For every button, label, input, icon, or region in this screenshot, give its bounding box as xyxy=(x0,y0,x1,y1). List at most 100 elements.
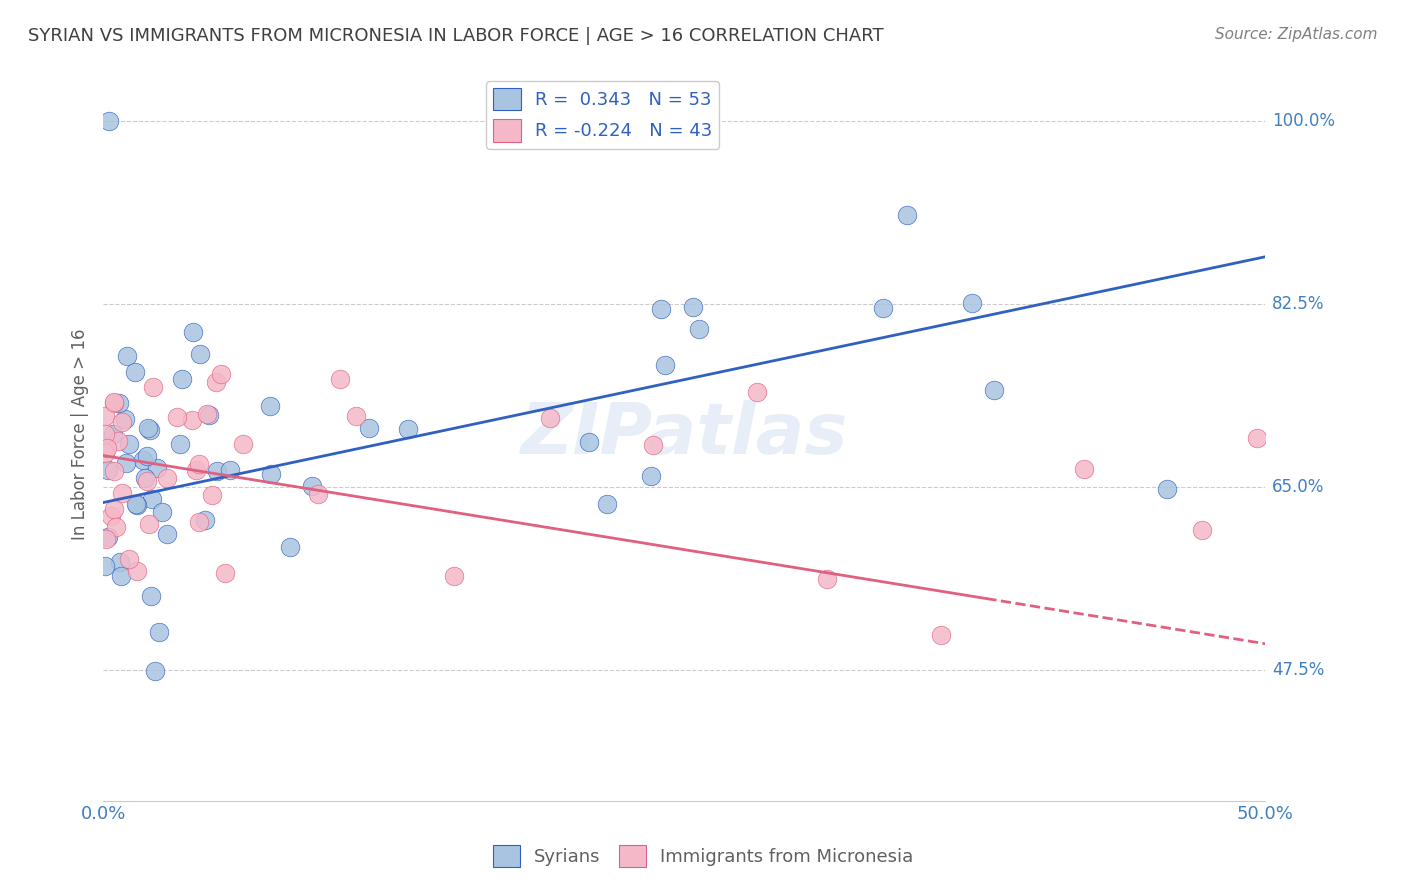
Point xyxy=(188,347,211,361)
Point xyxy=(94,558,117,573)
Point xyxy=(197,407,219,421)
Point xyxy=(118,437,141,451)
Point xyxy=(180,413,202,427)
Point xyxy=(103,502,125,516)
Point xyxy=(124,365,146,379)
Point xyxy=(640,469,662,483)
Point xyxy=(960,296,983,310)
Point xyxy=(1156,483,1178,497)
Point xyxy=(896,208,918,222)
Point xyxy=(103,464,125,478)
Point xyxy=(108,555,131,569)
Point xyxy=(136,449,159,463)
Point xyxy=(172,372,194,386)
Point xyxy=(983,384,1005,398)
Text: 65.0%: 65.0% xyxy=(1272,478,1324,496)
Point xyxy=(231,437,253,451)
Point xyxy=(260,467,283,481)
Point xyxy=(650,302,672,317)
Point xyxy=(152,505,174,519)
Point xyxy=(166,410,188,425)
Point xyxy=(136,475,159,489)
Point xyxy=(181,326,204,340)
Point xyxy=(108,396,131,410)
Point xyxy=(689,322,711,336)
Point xyxy=(156,471,179,485)
Point xyxy=(443,569,465,583)
Point xyxy=(259,399,281,413)
Point xyxy=(184,462,207,476)
Point xyxy=(107,434,129,449)
Point xyxy=(1191,523,1213,537)
Point xyxy=(115,349,138,363)
Point xyxy=(329,372,352,386)
Point xyxy=(197,408,219,422)
Text: ZIPatlas: ZIPatlas xyxy=(520,401,848,469)
Point xyxy=(138,421,160,435)
Legend: R =  0.343   N = 53, R = -0.224   N = 43: R = 0.343 N = 53, R = -0.224 N = 43 xyxy=(486,81,720,149)
Point xyxy=(278,540,301,554)
Point xyxy=(188,515,211,529)
Point xyxy=(214,566,236,580)
Point xyxy=(929,627,952,641)
Point xyxy=(307,487,329,501)
Point xyxy=(142,380,165,394)
Point xyxy=(344,409,367,423)
Text: 82.5%: 82.5% xyxy=(1272,295,1324,313)
Point xyxy=(94,446,117,460)
Point xyxy=(141,492,163,507)
Point xyxy=(103,395,125,409)
Point xyxy=(538,411,561,425)
Point xyxy=(111,485,134,500)
Point xyxy=(132,452,155,467)
Point xyxy=(146,461,169,475)
Point xyxy=(100,508,122,523)
Point xyxy=(111,416,134,430)
Point xyxy=(641,438,664,452)
Text: 100.0%: 100.0% xyxy=(1272,112,1336,130)
Point xyxy=(148,624,170,639)
Point xyxy=(94,533,117,547)
Point xyxy=(143,664,166,678)
Y-axis label: In Labor Force | Age > 16: In Labor Force | Age > 16 xyxy=(72,329,89,541)
Point xyxy=(1246,431,1268,445)
Point xyxy=(156,527,179,541)
Point xyxy=(103,395,125,409)
Point xyxy=(578,435,600,450)
Point xyxy=(110,568,132,582)
Point xyxy=(97,463,120,477)
Point xyxy=(141,589,163,603)
Point xyxy=(124,497,146,511)
Point xyxy=(114,412,136,426)
Text: SYRIAN VS IMMIGRANTS FROM MICRONESIA IN LABOR FORCE | AGE > 16 CORRELATION CHART: SYRIAN VS IMMIGRANTS FROM MICRONESIA IN … xyxy=(28,27,884,45)
Point xyxy=(96,441,118,455)
Point xyxy=(682,300,704,314)
Point xyxy=(104,520,127,534)
Point xyxy=(205,464,228,478)
Point xyxy=(654,359,676,373)
Point xyxy=(205,375,228,389)
Point xyxy=(125,564,148,578)
Point xyxy=(815,572,838,586)
Point xyxy=(125,499,148,513)
Point xyxy=(134,471,156,485)
Text: Source: ZipAtlas.com: Source: ZipAtlas.com xyxy=(1215,27,1378,42)
Point xyxy=(194,513,217,527)
Point xyxy=(97,530,120,544)
Point xyxy=(188,458,211,472)
Point xyxy=(94,426,117,441)
Text: 47.5%: 47.5% xyxy=(1272,661,1324,679)
Point xyxy=(1073,462,1095,476)
Point xyxy=(301,479,323,493)
Point xyxy=(97,113,120,128)
Point xyxy=(139,423,162,437)
Point xyxy=(872,301,894,315)
Point xyxy=(396,422,419,436)
Point xyxy=(595,497,617,511)
Point xyxy=(200,488,222,502)
Point xyxy=(359,420,381,434)
Point xyxy=(114,456,136,470)
Point xyxy=(138,517,160,532)
Point xyxy=(209,367,232,381)
Point xyxy=(745,384,768,399)
